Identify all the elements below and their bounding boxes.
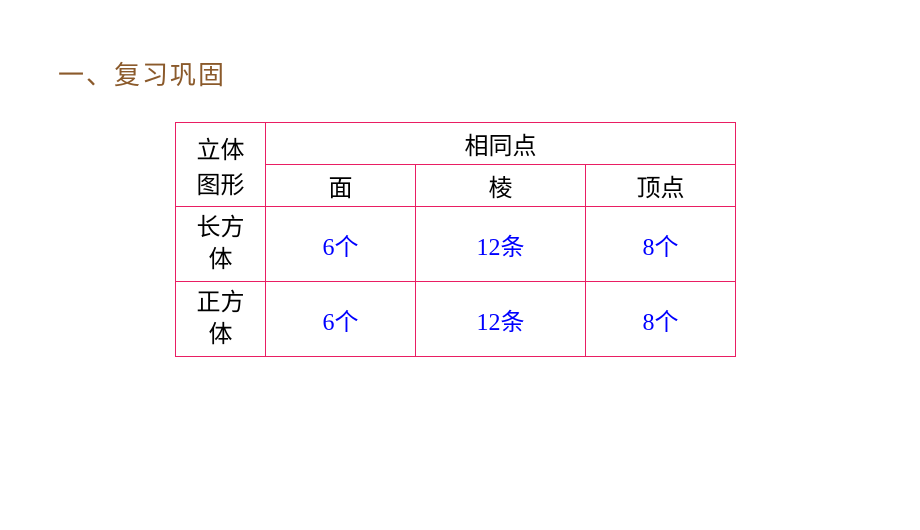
cell-vertex: 8个 — [586, 282, 736, 357]
shape-line1: 长方 — [197, 215, 245, 241]
header-shape-line2: 图形 — [197, 173, 245, 199]
cell-edge: 12条 — [416, 207, 586, 282]
shape-line2: 体 — [209, 322, 233, 348]
header-shape-line1: 立体 — [197, 138, 245, 164]
geometry-table: 立体 图形 相同点 面 棱 顶点 长方 体 6个 12条 8个 正方 体 6个 … — [175, 122, 736, 357]
table-row: 长方 体 6个 12条 8个 — [176, 207, 736, 282]
cell-vertex: 8个 — [586, 207, 736, 282]
shape-line2: 体 — [209, 247, 233, 273]
section-title: 一、复习巩固 — [58, 55, 226, 92]
shape-line1: 正方 — [197, 290, 245, 316]
header-shape: 立体 图形 — [176, 123, 266, 207]
cell-face: 6个 — [266, 207, 416, 282]
row-shape-label: 正方 体 — [176, 282, 266, 357]
header-common: 相同点 — [266, 123, 736, 165]
cell-edge: 12条 — [416, 282, 586, 357]
subheader-face: 面 — [266, 165, 416, 207]
row-shape-label: 长方 体 — [176, 207, 266, 282]
subheader-edge: 棱 — [416, 165, 586, 207]
cell-face: 6个 — [266, 282, 416, 357]
subheader-vertex: 顶点 — [586, 165, 736, 207]
table-row: 正方 体 6个 12条 8个 — [176, 282, 736, 357]
